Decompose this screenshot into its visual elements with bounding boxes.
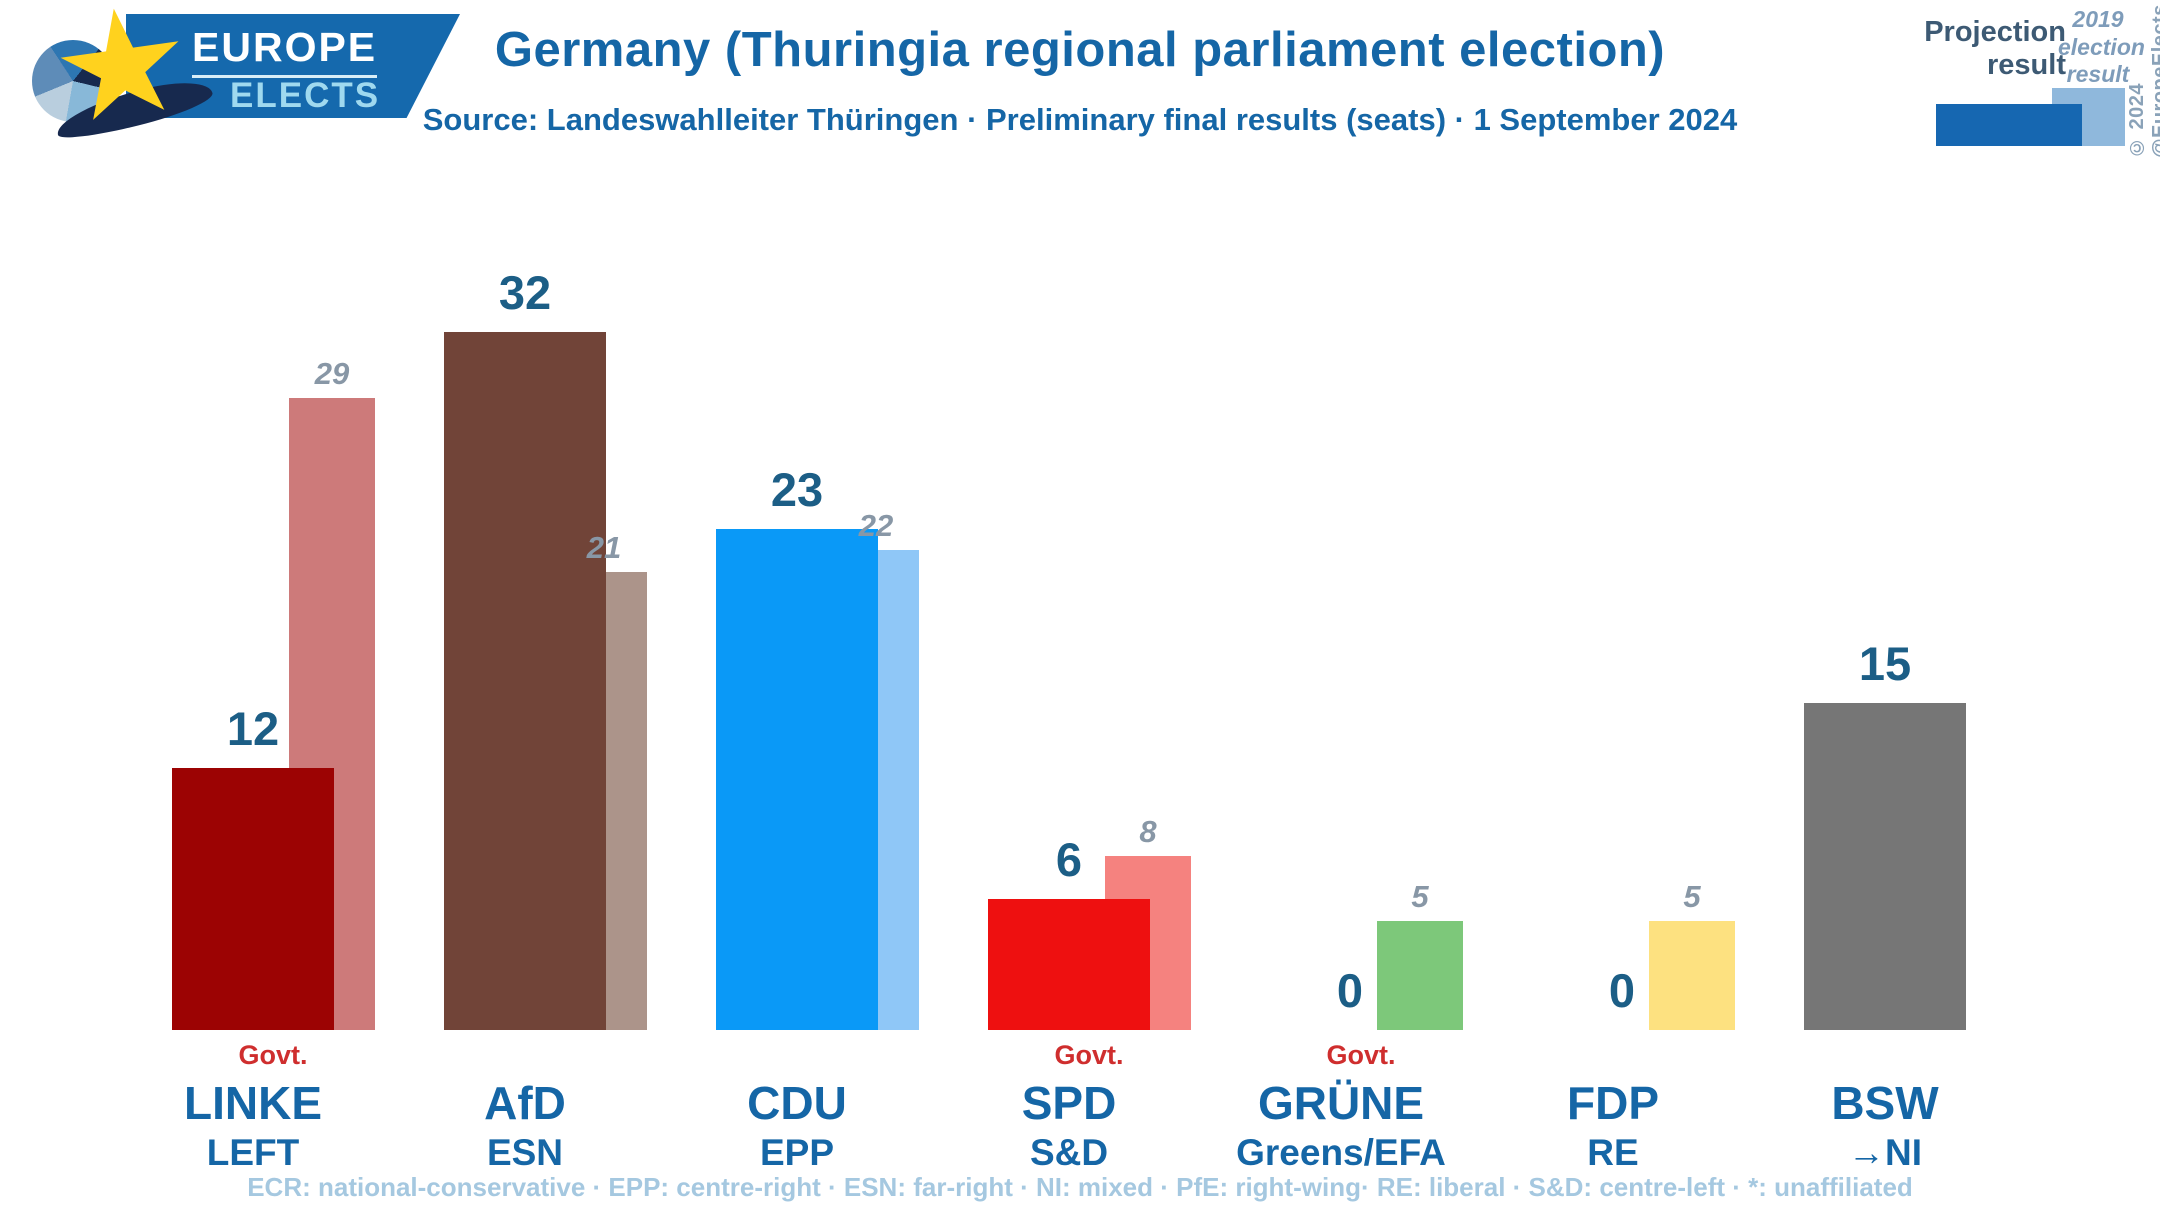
party-name-label: SPD — [1021, 1077, 1117, 1129]
previous-value-label: 22 — [858, 508, 894, 544]
party-name-label: BSW — [1831, 1077, 1939, 1129]
party-group: 6 8 Govt. SPD S&D — [929, 180, 1209, 1173]
projection-value-label: 0 — [1336, 964, 1363, 1017]
party-name-label: GRÜNE — [1257, 1077, 1425, 1129]
party-name-label: CDU — [747, 1077, 847, 1129]
projection-value-label: 15 — [1858, 637, 1912, 690]
govt-badge: Govt. — [1326, 1040, 1396, 1070]
logo-text-elects: ELECTS — [230, 76, 381, 115]
party-group: 32 21 AfD ESN — [385, 180, 665, 1173]
previous-result-bar — [1377, 921, 1463, 1030]
party-name-label: FDP — [1567, 1077, 1659, 1129]
party-eu-group-label: ESN — [486, 1132, 564, 1173]
party-eu-group-label: EPP — [759, 1132, 835, 1173]
party-group: 12 29 Govt. LINKE LEFT — [113, 180, 393, 1173]
party-group: 0 5 FDP RE — [1473, 180, 1753, 1173]
govt-badge: Govt. — [238, 1040, 308, 1070]
logo-text-europe: EUROPE — [192, 24, 378, 78]
party-eu-group-label: LEFT — [206, 1132, 300, 1173]
projection-value-label: 32 — [498, 266, 552, 320]
party-eu-group-label: Greens/EFA — [1236, 1132, 1446, 1173]
legend: Projection result 2019 election result — [1898, 6, 2145, 146]
projection-result-bar — [1804, 703, 1966, 1030]
previous-value-label: 29 — [314, 355, 350, 391]
projection-value-label: 12 — [226, 702, 280, 756]
page-title: Germany (Thuringia regional parliament e… — [494, 23, 1666, 77]
party-name-label: AfD — [484, 1077, 566, 1129]
party-group: 15 BSW →NI — [1745, 180, 2025, 1173]
projection-result-bar — [716, 528, 878, 1030]
page-subtitle: Source: Landeswahlleiter Thüringen · Pre… — [422, 102, 1738, 137]
group-abbreviation-legend: ECR: national-conservative · EPP: centre… — [247, 1172, 1913, 1202]
party-name-label: LINKE — [184, 1077, 322, 1129]
previous-result-bar — [1649, 921, 1735, 1030]
projection-value-label: 6 — [1055, 833, 1083, 887]
projection-value-label: 23 — [770, 462, 824, 516]
projection-result-bar — [988, 899, 1150, 1030]
projection-value-label: 0 — [1608, 964, 1635, 1017]
legend-previous-label: 2019 election result — [2058, 6, 2145, 88]
party-eu-group-label: RE — [1587, 1132, 1639, 1173]
legend-projection-swatch — [1936, 104, 2082, 146]
europe-elects-logo: EUROPE ELECTS — [14, 6, 474, 145]
projection-result-bar — [444, 332, 606, 1030]
legend-projection-label: Projection result — [1924, 16, 2066, 82]
previous-value-label: 5 — [1411, 879, 1429, 914]
previous-value-label: 5 — [1683, 879, 1701, 914]
party-eu-group-label: S&D — [1029, 1132, 1109, 1173]
party-group: 0 5 Govt. GRÜNE Greens/EFA — [1201, 180, 1481, 1173]
projection-result-bar — [172, 768, 334, 1030]
govt-badge: Govt. — [1054, 1040, 1124, 1070]
party-eu-group-label: →NI — [1848, 1132, 1922, 1173]
previous-value-label: 21 — [586, 530, 622, 566]
party-group: 23 22 CDU EPP — [657, 180, 937, 1173]
previous-value-label: 8 — [1139, 813, 1157, 849]
